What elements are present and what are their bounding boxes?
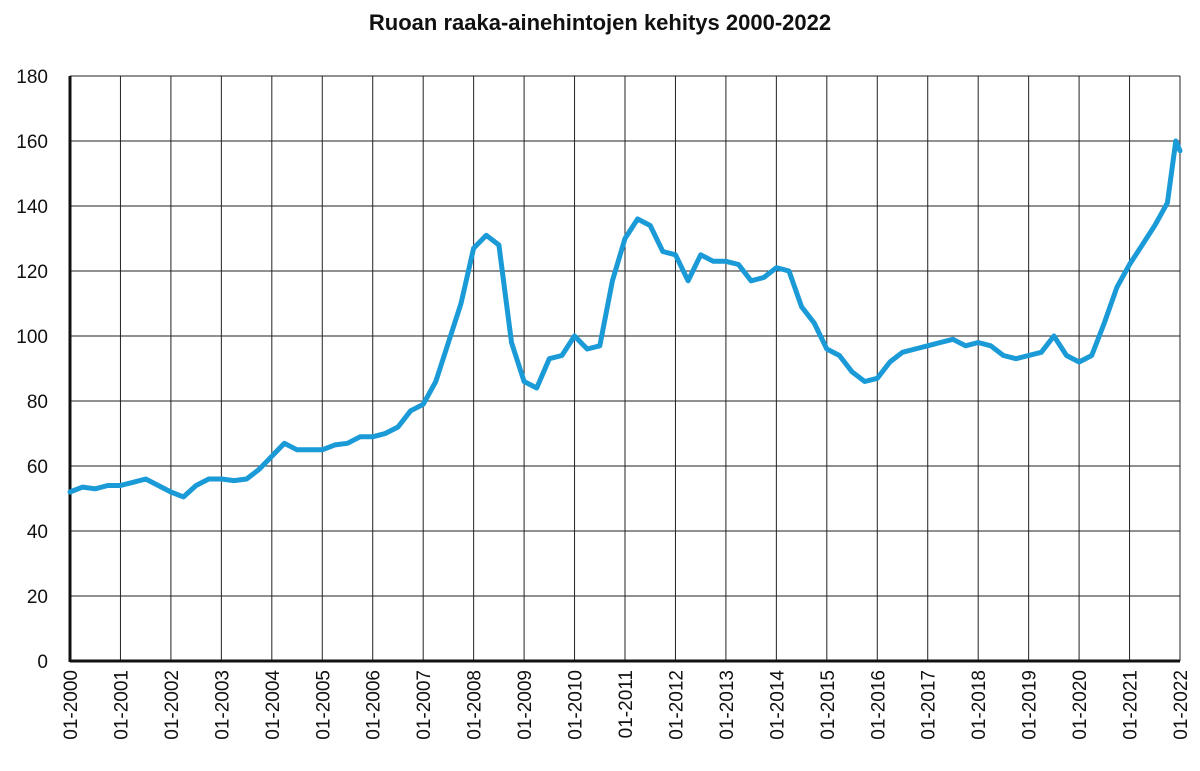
y-tick-label: 140 bbox=[16, 197, 48, 218]
y-tick-label: 160 bbox=[16, 132, 48, 153]
x-tick-label: 01-2005 bbox=[313, 670, 334, 740]
x-tick-label: 01-2020 bbox=[1070, 670, 1091, 740]
x-tick-label: 01-2008 bbox=[465, 670, 486, 740]
y-tick-label: 180 bbox=[16, 67, 48, 88]
x-tick-label: 01-2014 bbox=[767, 670, 788, 740]
x-tick-label: 01-2015 bbox=[818, 670, 839, 740]
y-tick-label: 80 bbox=[27, 392, 48, 413]
x-tick-label: 01-2009 bbox=[515, 670, 536, 740]
x-tick-label: 01-2012 bbox=[666, 670, 687, 740]
x-tick-label: 01-2017 bbox=[919, 670, 940, 740]
x-tick-label: 01-2000 bbox=[61, 670, 82, 740]
x-tick-label: 01-2010 bbox=[566, 670, 587, 740]
x-tick-label: 01-2021 bbox=[1121, 670, 1142, 740]
x-tick-label: 01-2002 bbox=[162, 670, 183, 740]
y-tick-label: 20 bbox=[27, 587, 48, 608]
x-tick-label: 01-2001 bbox=[111, 670, 132, 740]
x-tick-label: 01-2011 bbox=[616, 670, 637, 738]
x-tick-label: 01-2007 bbox=[414, 670, 435, 740]
x-tick-label: 01-2004 bbox=[263, 670, 284, 740]
x-tick-label: 01-2003 bbox=[212, 670, 233, 740]
y-tick-label: 60 bbox=[27, 457, 48, 478]
y-tick-label: 120 bbox=[16, 262, 48, 283]
y-tick-label: 40 bbox=[27, 522, 48, 543]
x-tick-label: 01-2013 bbox=[717, 670, 738, 740]
x-tick-label: 01-2022 bbox=[1171, 670, 1192, 740]
data-line bbox=[67, 138, 1183, 500]
y-tick-label: 0 bbox=[37, 652, 48, 673]
x-tick-label: 01-2019 bbox=[1020, 670, 1041, 740]
x-tick-label: 01-2016 bbox=[868, 670, 889, 740]
y-tick-label: 100 bbox=[16, 327, 48, 348]
chart-title: Ruoan raaka-ainehintojen kehitys 2000-20… bbox=[369, 10, 831, 35]
x-tick-label: 01-2006 bbox=[364, 670, 385, 740]
x-tick-label: 01-2018 bbox=[969, 670, 990, 740]
